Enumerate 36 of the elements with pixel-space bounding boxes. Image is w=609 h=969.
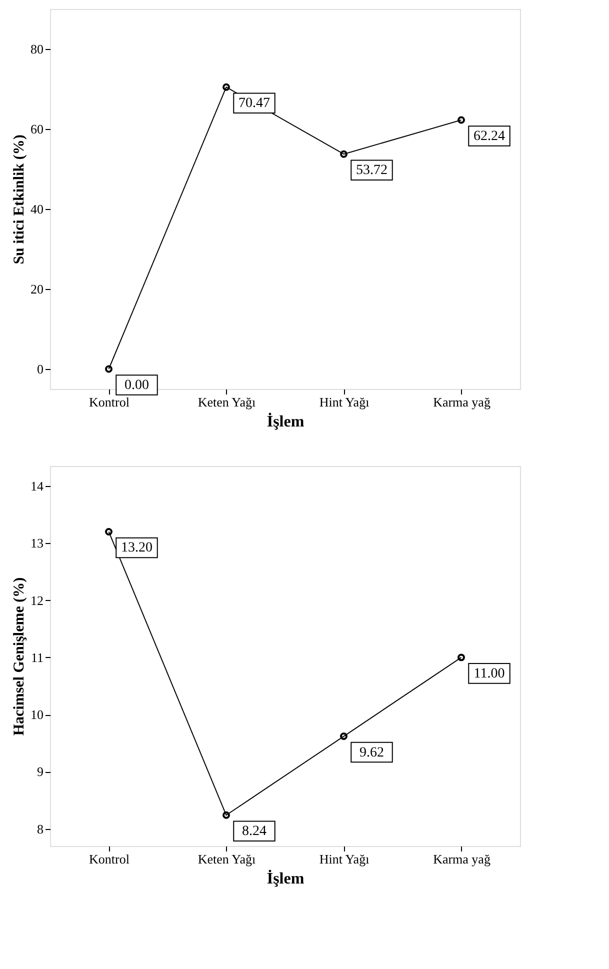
y-tick-label: 13 xyxy=(30,536,44,551)
y-tick-label: 12 xyxy=(30,592,44,608)
x-tick-label: Keten Yağı xyxy=(198,394,256,410)
x-tick-label: Keten Yağı xyxy=(198,852,256,866)
point xyxy=(222,83,230,91)
y-tick-label: 8 xyxy=(37,821,44,836)
y-tick-label: 40 xyxy=(30,202,44,216)
data-label: 13.20 xyxy=(121,540,152,556)
data-label: 8.24 xyxy=(242,824,266,840)
data-label: 53.72 xyxy=(356,163,388,178)
y-tick-label: 11 xyxy=(30,650,44,665)
y-tick-label: 20 xyxy=(30,282,44,296)
x-tick-label: Kontrol xyxy=(89,852,130,866)
x-tick-label: Karma yağ xyxy=(433,394,491,410)
data-label: 11.00 xyxy=(474,666,505,682)
point xyxy=(340,150,348,158)
y-tick-label: 80 xyxy=(30,42,44,56)
y-tick-label: 10 xyxy=(30,707,44,722)
x-tick-label: Hint Yağı xyxy=(319,852,370,866)
x-tick-label: Karma yağ xyxy=(433,852,491,866)
data-label: 62.24 xyxy=(474,129,505,144)
data-label: 0.00 xyxy=(124,378,149,393)
point xyxy=(222,811,230,819)
data-label: 70.47 xyxy=(238,96,270,112)
data-label: 9.62 xyxy=(360,745,384,760)
y-tick-label: 9 xyxy=(37,764,44,780)
y-tick-label: 0 xyxy=(37,362,44,376)
x-axis-title: İşlem xyxy=(266,870,305,888)
y-tick-label: 14 xyxy=(30,478,44,494)
y-tick-label: 60 xyxy=(30,122,44,136)
x-axis-title: İşlem xyxy=(266,412,305,430)
x-tick-label: Hint Yağı xyxy=(319,394,370,410)
y-axis-title: Su itici Etkinlik (%) xyxy=(12,134,28,264)
x-tick-label: Kontrol xyxy=(89,394,130,410)
y-axis-title: Hacimsel Genişleme (%) xyxy=(12,577,28,736)
point xyxy=(340,732,348,740)
